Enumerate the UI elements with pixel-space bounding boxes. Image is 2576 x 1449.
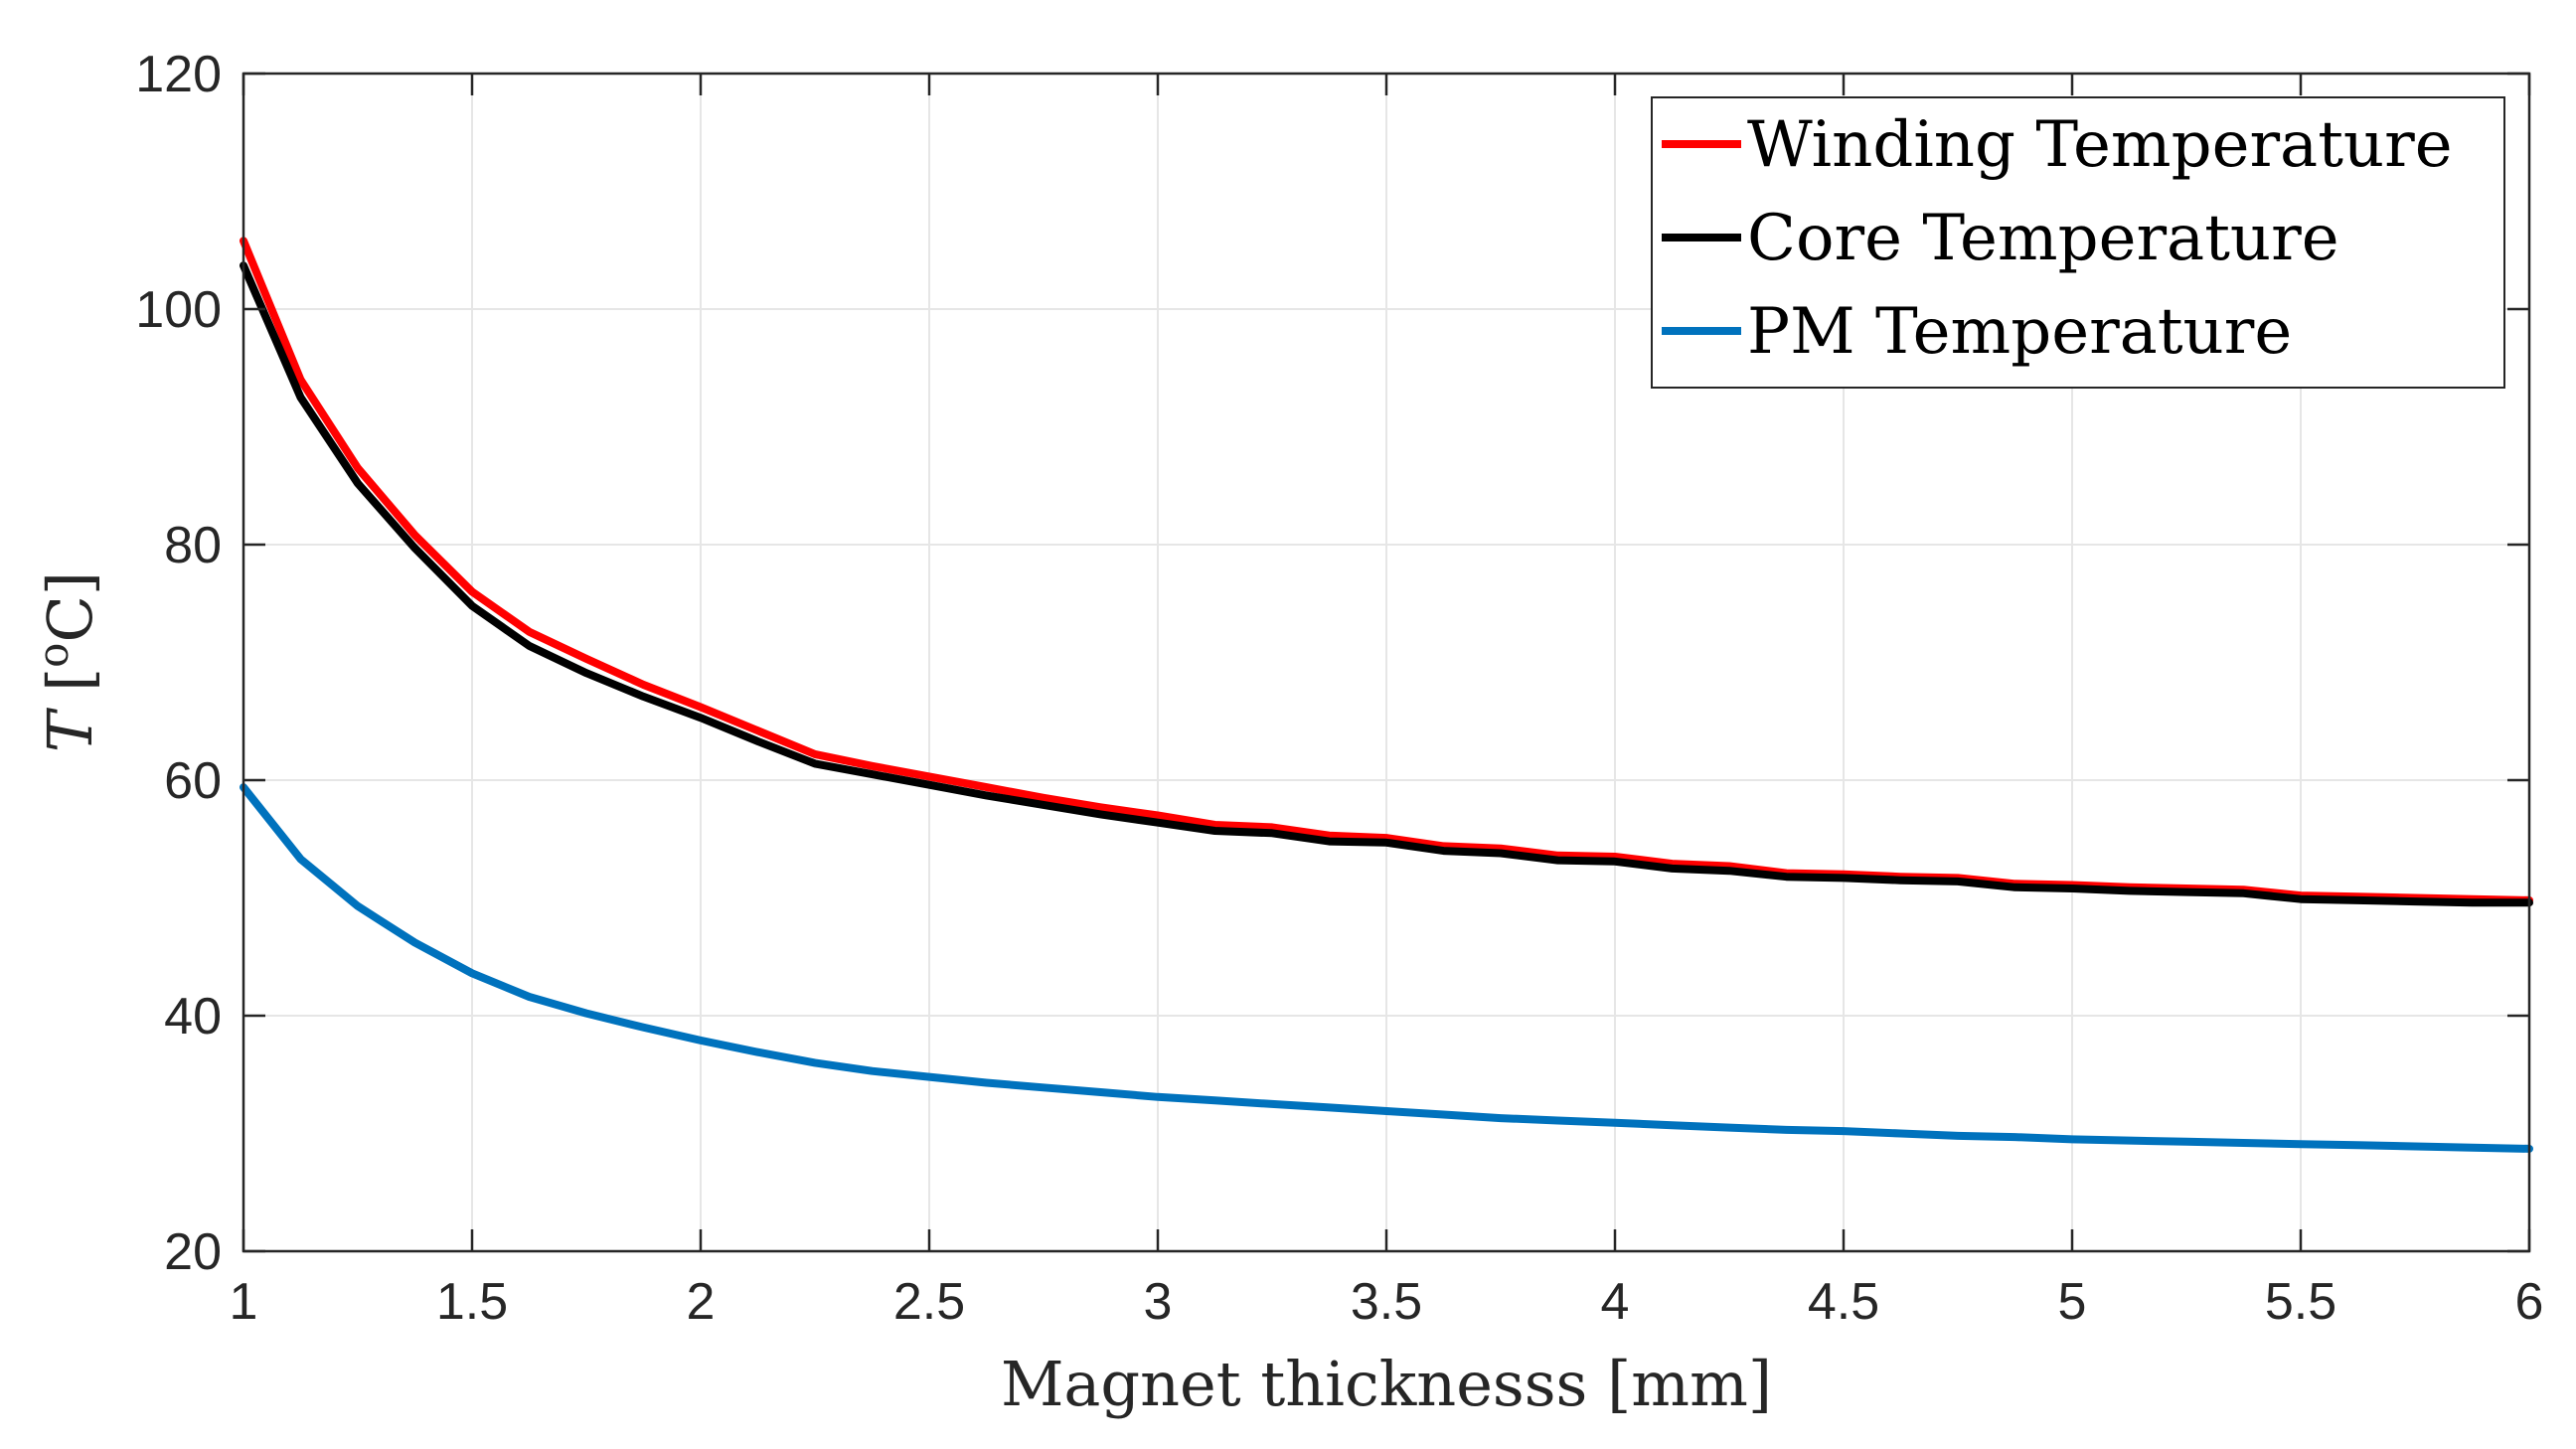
legend-box (1651, 96, 2505, 389)
y-tick-label: 100 (135, 281, 222, 339)
x-tick-label: 1 (230, 1273, 258, 1331)
y-axis-label: T [oC] (29, 571, 106, 752)
legend-label-core: Core Temperature (1747, 202, 2339, 275)
legend-label-winding: Winding Temperature (1747, 108, 2453, 182)
y-axis-label-open: [ (34, 668, 106, 712)
y-axis-label-symbol: T (34, 707, 106, 752)
y-axis-label-unit: C] (34, 571, 106, 643)
x-tick-label: 6 (2515, 1273, 2544, 1331)
legend-items: Winding Temperature Core Temperature PM Te… (1662, 108, 2453, 369)
x-tick-label: 4.5 (1808, 1273, 1879, 1331)
y-tick-label: 60 (164, 752, 222, 810)
y-tick-label: 20 (164, 1223, 222, 1281)
x-tick-label: 2.5 (893, 1273, 965, 1331)
y-tick-label: 40 (164, 988, 222, 1046)
y-tick-labels: 20 40 60 80 100 120 (135, 46, 222, 1281)
x-tick-label: 2 (687, 1273, 716, 1331)
x-tick-label: 5.5 (2265, 1273, 2336, 1331)
y-tick-label: 120 (135, 46, 222, 103)
x-tick-labels: 1 1.5 2 2.5 3 3.5 4 4.5 5 5.5 6 (230, 1273, 2544, 1331)
series-line-core (240, 261, 2533, 907)
series-line-pm (240, 783, 2533, 1153)
x-tick-label: 3.5 (1351, 1273, 1422, 1331)
x-tick-label: 5 (2058, 1273, 2087, 1331)
legend-label-pm: PM Temperature (1747, 295, 2292, 369)
x-tick-label: 4 (1601, 1273, 1630, 1331)
y-axis-label-degree: o (29, 643, 78, 668)
ticks (242, 72, 2531, 1253)
y-tick-label: 80 (164, 517, 222, 574)
legend: Winding Temperature Core Temperature PM Te… (1651, 96, 2505, 389)
x-tick-label: 1.5 (436, 1273, 508, 1331)
x-axis-label: Magnet thicknesss [mm] (1001, 1348, 1772, 1420)
series-layer (240, 237, 2533, 1153)
x-tick-label: 3 (1144, 1273, 1173, 1331)
